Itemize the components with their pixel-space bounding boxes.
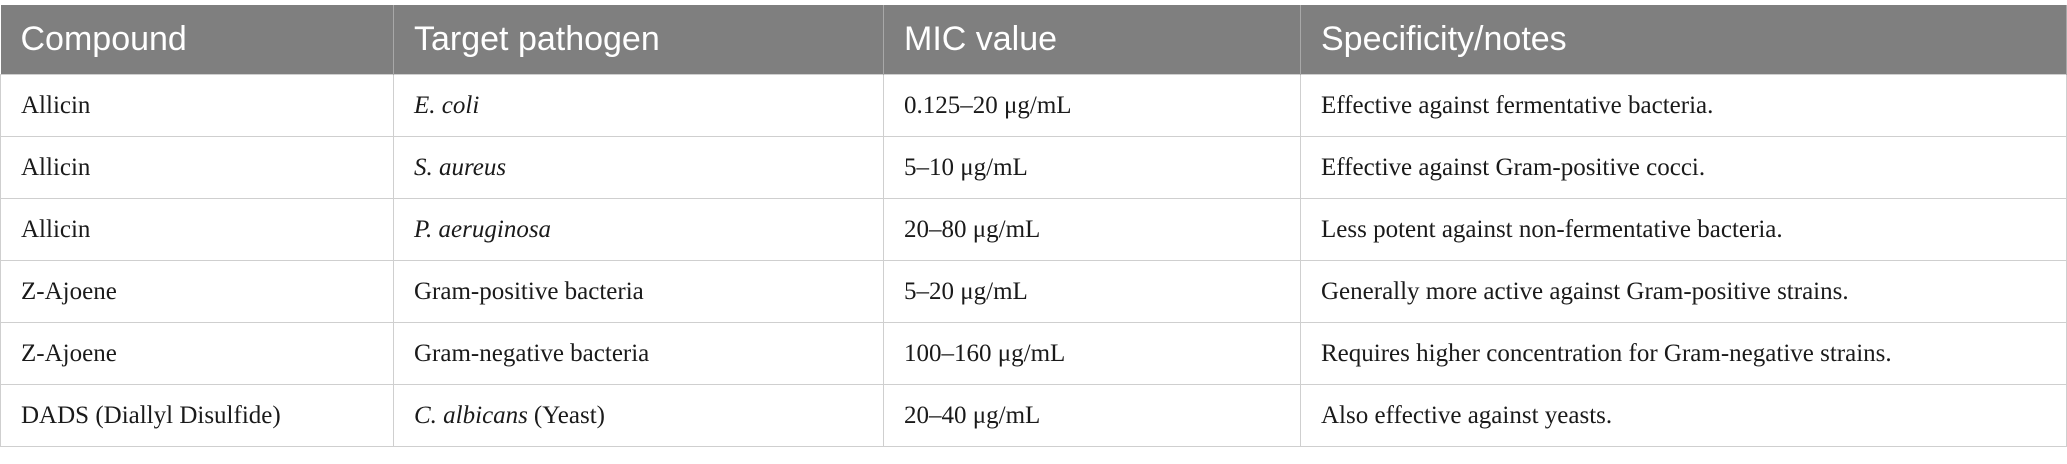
table-cell: Z-Ajoene bbox=[0, 322, 394, 385]
plain-text: (Yeast) bbox=[533, 401, 605, 429]
table-cell: 20–80 μg/mL bbox=[883, 198, 1301, 261]
table-cell: Gram-positive bacteria bbox=[393, 260, 884, 323]
table-cell: DADS (Diallyl Disulfide) bbox=[0, 384, 394, 447]
table-cell: Allicin bbox=[0, 136, 394, 199]
header-cell: MIC value bbox=[883, 5, 1301, 75]
table-cell: Effective against Gram-positive cocci. bbox=[1300, 136, 2067, 199]
table-row: Allicin P. aeruginosa 20–80 μg/mL Less pote… bbox=[0, 198, 2067, 261]
header-row: Compound Target pathogen MIC value Specific… bbox=[0, 5, 2067, 75]
table-cell: Effective against fermentative bacteria. bbox=[1300, 74, 2067, 137]
table-cell: Allicin bbox=[0, 74, 394, 137]
table-cell: Allicin bbox=[0, 198, 394, 261]
table-row: Z-Ajoene Gram-negative bacteria 100–160 μg… bbox=[0, 322, 2067, 385]
table-row: Allicin E. coli 0.125–20 μg/mL Effective ag… bbox=[0, 74, 2067, 137]
header-cell: Compound bbox=[0, 5, 394, 75]
table-row: Z-Ajoene Gram-positive bacteria 5–20 μg/mL… bbox=[0, 260, 2067, 323]
table-cell: S. aureus bbox=[393, 136, 884, 199]
plain-text: Gram-positive bacteria bbox=[414, 277, 644, 305]
table-cell: Requires higher concentration for Gram-n… bbox=[1300, 322, 2067, 385]
table-cell: C. albicans (Yeast) bbox=[393, 384, 884, 447]
table-body: Allicin E. coli 0.125–20 μg/mL Effective ag… bbox=[0, 74, 2067, 447]
table-cell: Less potent against non-fermentative bac… bbox=[1300, 198, 2067, 261]
table-cell: E. coli bbox=[393, 74, 884, 137]
table-cell: 20–40 μg/mL bbox=[883, 384, 1301, 447]
plain-text: Gram-negative bacteria bbox=[414, 339, 650, 367]
header-cell: Specificity/notes bbox=[1300, 5, 2067, 75]
table-cell: 5–20 μg/mL bbox=[883, 260, 1301, 323]
data-table: Compound Target pathogen MIC value Specific… bbox=[0, 5, 2067, 447]
table-row: DADS (Diallyl Disulfide) C. albicans (Yeas… bbox=[0, 384, 2067, 447]
table-cell: 5–10 μg/mL bbox=[883, 136, 1301, 199]
table-cell: 0.125–20 μg/mL bbox=[883, 74, 1301, 137]
italic-text: E. coli bbox=[414, 91, 480, 119]
table-row: Allicin S. aureus 5–10 μg/mL Effective agai… bbox=[0, 136, 2067, 199]
table-cell: Generally more active against Gram-posit… bbox=[1300, 260, 2067, 323]
table-cell: Z-Ajoene bbox=[0, 260, 394, 323]
table-cell: 100–160 μg/mL bbox=[883, 322, 1301, 385]
table-cell: Also effective against yeasts. bbox=[1300, 384, 2067, 447]
italic-text: C. albicans bbox=[414, 401, 528, 429]
italic-text: S. aureus bbox=[414, 153, 507, 181]
italic-text: P. aeruginosa bbox=[414, 215, 552, 243]
table-cell: Gram-negative bacteria bbox=[393, 322, 884, 385]
table-cell: P. aeruginosa bbox=[393, 198, 884, 261]
header-cell: Target pathogen bbox=[393, 5, 884, 75]
